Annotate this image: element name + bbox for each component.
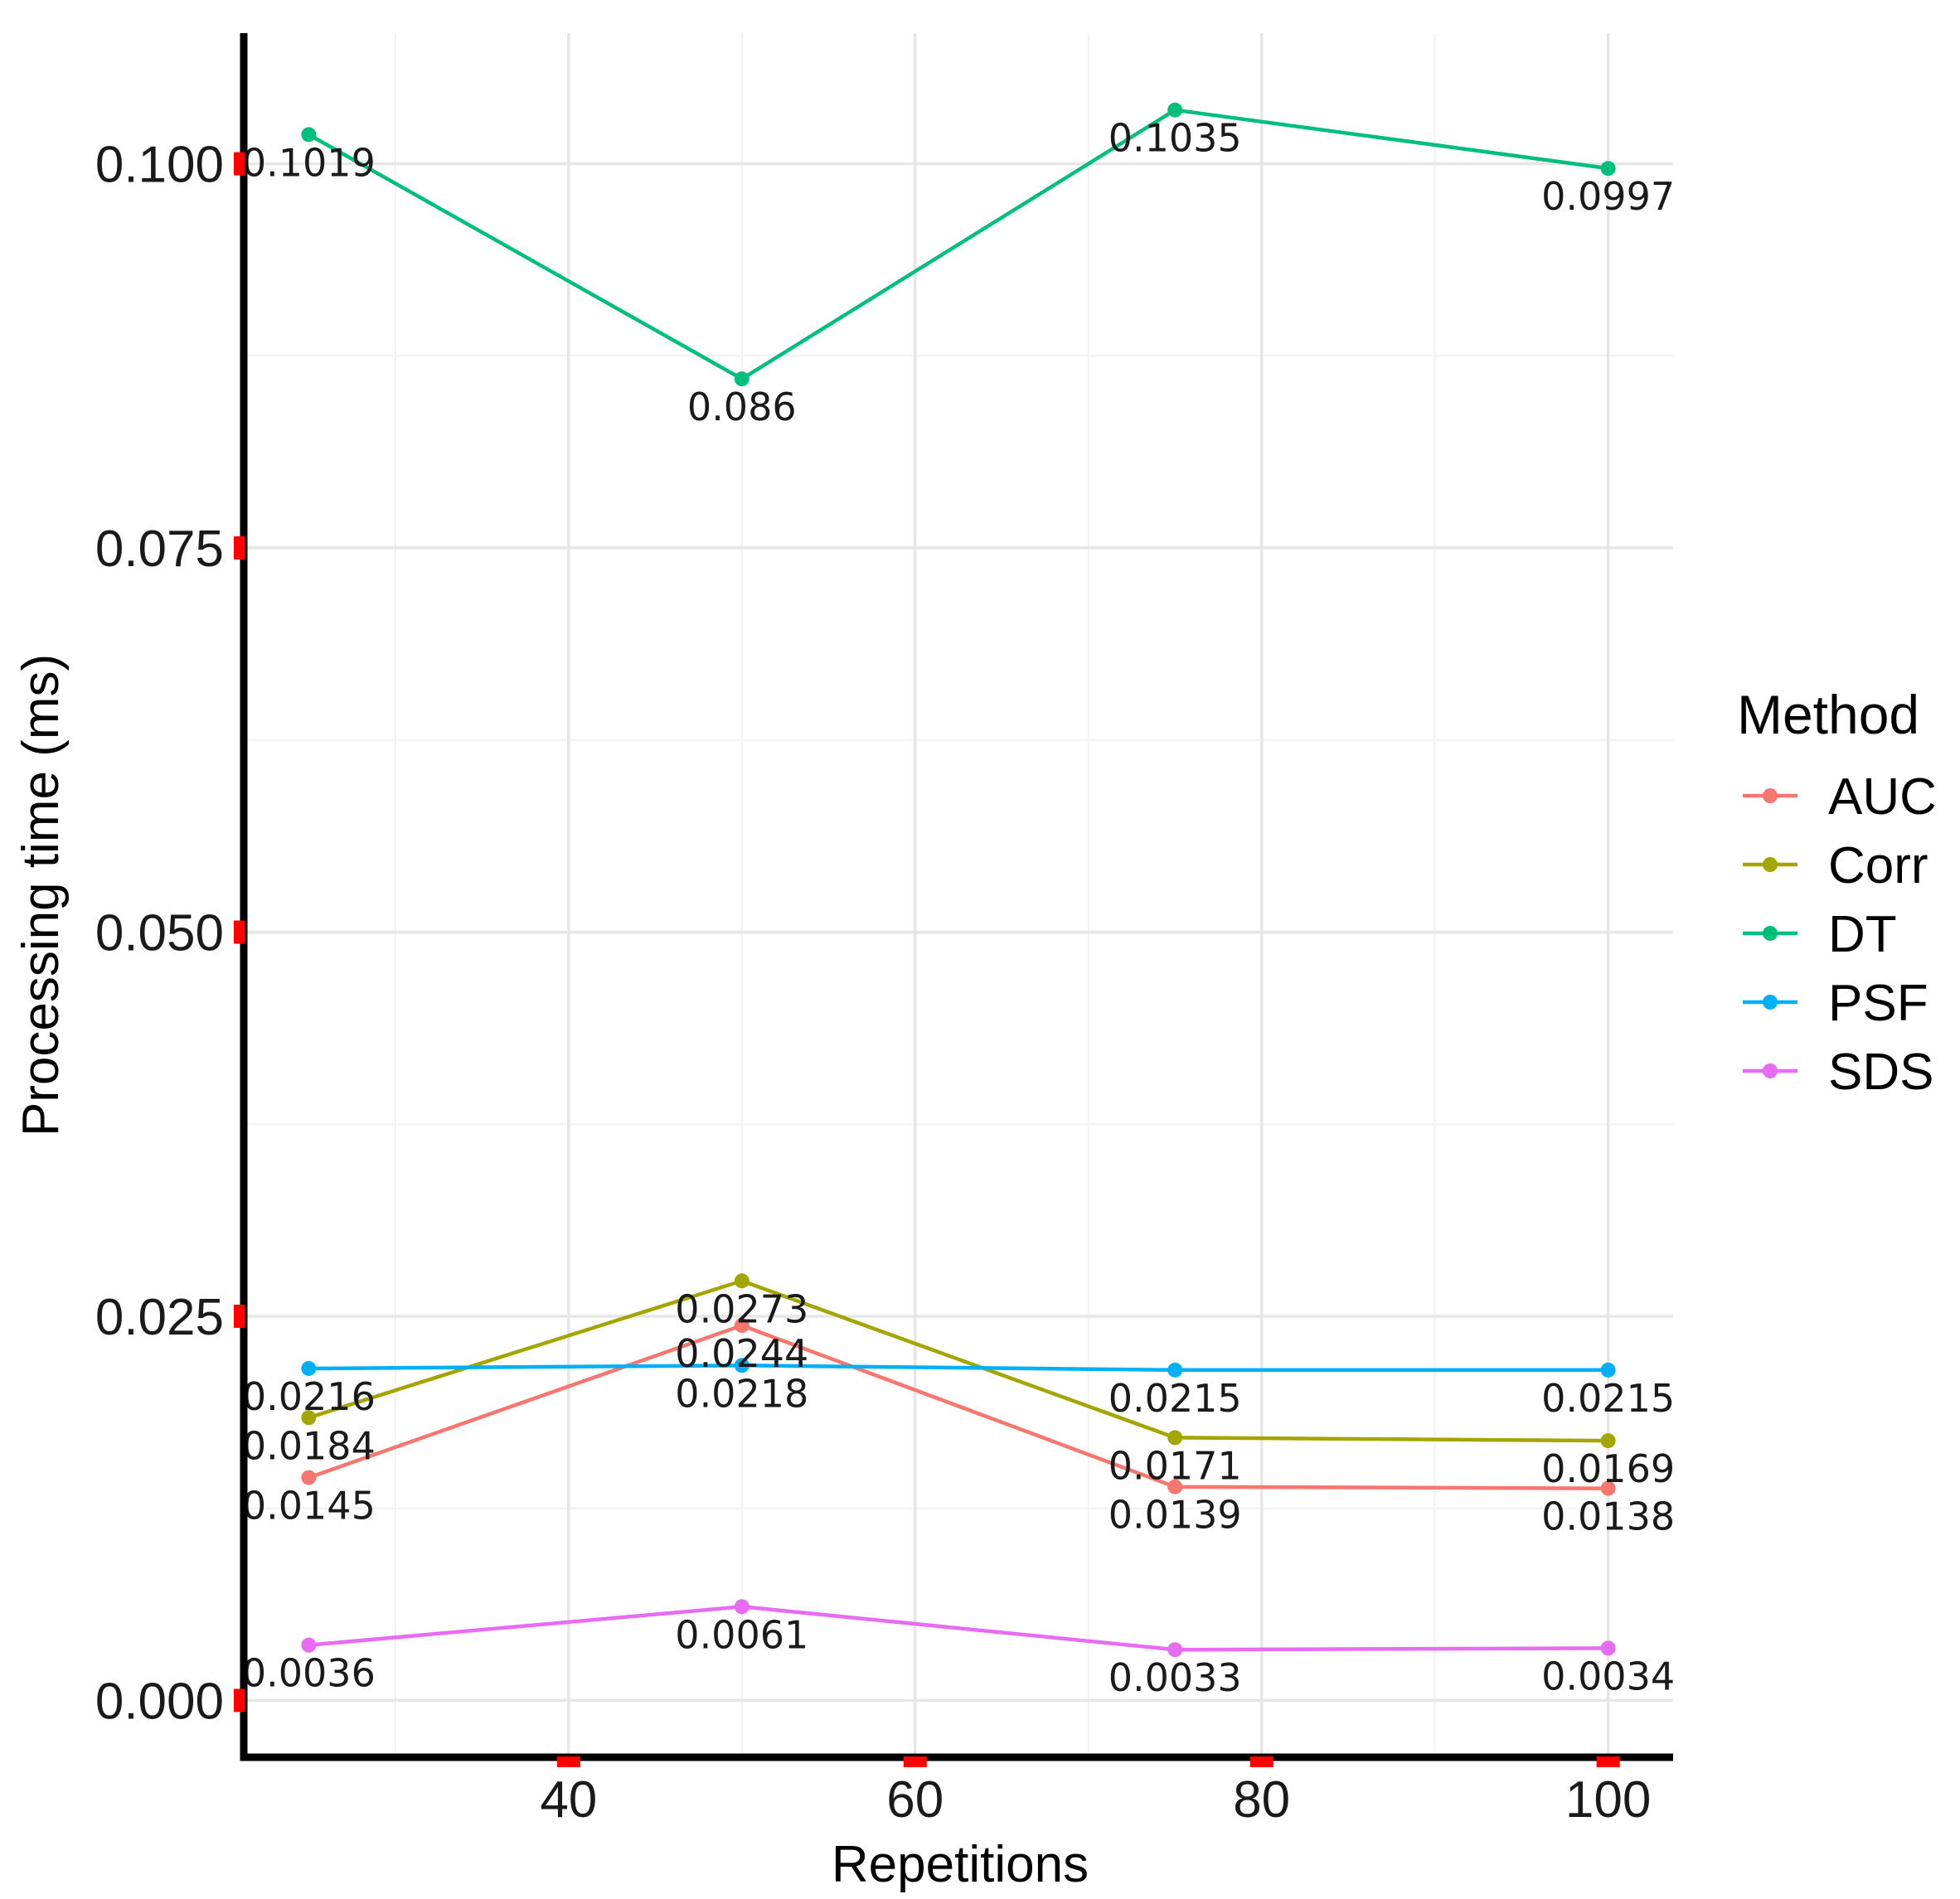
data-point-sds-2 [1167, 1642, 1183, 1658]
data-point-dt-1 [734, 371, 750, 387]
legend-label-corr: Corr [1828, 837, 1928, 894]
data-label-sds-3: 0.0034 [1541, 1654, 1675, 1698]
x-tick-mark-0 [556, 1756, 580, 1767]
y-tick-mark-4 [234, 152, 245, 176]
legend-swatch-dot-corr [1763, 857, 1778, 872]
y-tick-label-4: 0.100 [95, 137, 224, 194]
data-point-corr-2 [1167, 1430, 1183, 1446]
x-tick-mark-3 [1596, 1756, 1620, 1767]
data-point-corr-3 [1600, 1433, 1616, 1449]
legend-label-sds: SDS [1828, 1044, 1933, 1101]
data-label-auc-0: 0.0145 [242, 1484, 376, 1528]
data-label-dt-3: 0.0997 [1541, 174, 1675, 219]
data-point-sds-1 [734, 1599, 750, 1615]
legend-swatch-dot-dt [1763, 926, 1778, 941]
data-label-auc-2: 0.0139 [1109, 1493, 1242, 1538]
axes [234, 33, 1673, 1767]
y-axis-title: Processing time (ms) [12, 654, 70, 1136]
data-point-auc-1 [734, 1318, 750, 1334]
y-tick-mark-1 [234, 1304, 245, 1328]
data-label-corr-0: 0.0184 [242, 1423, 376, 1468]
data-point-psf-0 [301, 1360, 317, 1376]
series-line-auc [308, 1323, 1608, 1490]
data-point-sds-0 [301, 1637, 317, 1653]
y-tick-mark-3 [234, 536, 245, 560]
data-label-sds-1: 0.0061 [675, 1612, 808, 1657]
data-label-auc-3: 0.0138 [1541, 1494, 1675, 1539]
data-point-corr-0 [301, 1410, 317, 1426]
data-point-auc-0 [301, 1470, 317, 1485]
tick-labels: 0.000 0.025 0.050 0.075 0.100 40 60 80 100 [95, 137, 1652, 1829]
legend-label-dt: DT [1828, 906, 1897, 963]
data-label-psf-2: 0.0215 [1109, 1376, 1242, 1421]
data-label-dt-0: 0.1019 [242, 140, 376, 185]
x-tick-label-3: 100 [1565, 1771, 1651, 1829]
data-label-dt-2: 0.1035 [1109, 116, 1242, 161]
data-point-dt-2 [1167, 102, 1183, 118]
data-point-psf-1 [734, 1358, 750, 1373]
legend: Method AUC Corr DT PSF SDS [1737, 684, 1937, 1101]
data-point-dt-0 [301, 127, 317, 143]
x-tick-label-0: 40 [540, 1771, 597, 1829]
y-tick-mark-2 [234, 920, 245, 944]
legend-label-psf: PSF [1828, 975, 1928, 1032]
series-line-psf [308, 1364, 1608, 1373]
data-label-psf-0: 0.0216 [242, 1374, 376, 1419]
series-line-dt [308, 108, 1608, 381]
grid-lines [244, 33, 1673, 1757]
x-axis-title: Repetitions [832, 1836, 1089, 1893]
data-point-corr-1 [734, 1273, 750, 1289]
data-label-psf-1: 0.0218 [675, 1371, 808, 1416]
data-point-sds-3 [1600, 1640, 1616, 1656]
data-label-corr-2: 0.0171 [1109, 1443, 1242, 1488]
legend-swatch-dot-auc [1763, 788, 1778, 803]
legend-label-auc: AUC [1828, 768, 1937, 826]
series-line-sds [308, 1605, 1608, 1652]
series-lines [301, 102, 1616, 1658]
data-label-auc-1: 0.0244 [675, 1331, 808, 1376]
legend-swatch-dot-psf [1763, 995, 1778, 1010]
series-line-corr [308, 1279, 1608, 1443]
data-point-auc-2 [1167, 1479, 1183, 1494]
data-point-psf-2 [1167, 1362, 1183, 1378]
data-label-corr-1: 0.0273 [675, 1286, 808, 1331]
legend-title: Method [1737, 684, 1919, 745]
y-tick-label-1: 0.025 [95, 1289, 224, 1346]
data-label-sds-2: 0.0033 [1109, 1655, 1242, 1700]
x-tick-mark-2 [1249, 1756, 1274, 1767]
legend-swatch-dot-sds [1763, 1063, 1778, 1078]
data-label-dt-1: 0.086 [687, 385, 797, 429]
data-label-corr-3: 0.0169 [1541, 1446, 1675, 1491]
y-tick-label-2: 0.050 [95, 904, 224, 962]
x-tick-label-1: 60 [886, 1771, 944, 1829]
y-tick-mark-0 [234, 1688, 245, 1712]
data-label-sds-0: 0.0036 [242, 1651, 376, 1696]
data-label-psf-3: 0.0215 [1541, 1376, 1675, 1421]
y-tick-label-0: 0.000 [95, 1673, 224, 1730]
x-tick-label-2: 80 [1233, 1771, 1290, 1829]
data-labels: 0.0145 0.0244 0.0139 0.0138 0.0184 0.0273 0.01… [242, 116, 1675, 1701]
data-point-psf-3 [1600, 1362, 1616, 1378]
x-tick-mark-1 [903, 1756, 927, 1767]
data-point-auc-3 [1600, 1480, 1616, 1496]
data-point-dt-3 [1600, 161, 1616, 177]
y-tick-label-3: 0.075 [95, 521, 224, 578]
